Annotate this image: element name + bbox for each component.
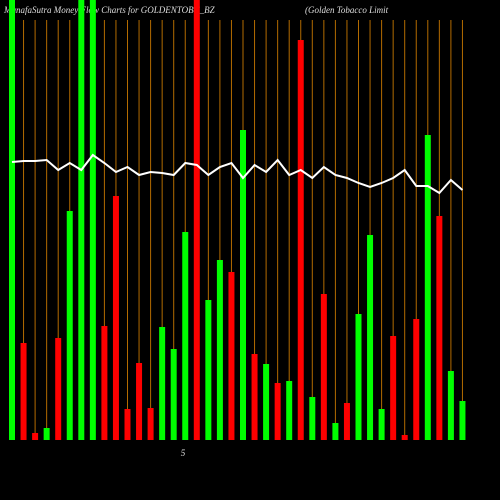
bar bbox=[147, 408, 154, 440]
bar bbox=[43, 428, 50, 440]
bar bbox=[136, 363, 143, 440]
bar bbox=[343, 403, 350, 440]
bar bbox=[263, 364, 270, 440]
axis-note: 5 bbox=[181, 448, 186, 458]
bar bbox=[413, 319, 420, 440]
bar bbox=[9, 0, 15, 440]
bar bbox=[320, 294, 327, 440]
bar bbox=[159, 327, 166, 440]
bar bbox=[251, 354, 258, 440]
bar bbox=[124, 409, 131, 440]
bar bbox=[459, 401, 466, 440]
bar bbox=[20, 343, 27, 440]
bar bbox=[355, 314, 362, 440]
bar bbox=[297, 40, 304, 440]
bar bbox=[112, 196, 119, 440]
bar bbox=[332, 423, 339, 440]
bar bbox=[205, 300, 212, 440]
chart-subtitle: (Golden Tobacco Limit bbox=[305, 5, 389, 15]
bar bbox=[436, 216, 443, 440]
bar bbox=[424, 135, 431, 440]
chart-title: MunafaSutra Money Flow Charts for GOLDEN… bbox=[3, 5, 216, 15]
bar bbox=[401, 435, 408, 440]
bar bbox=[55, 338, 62, 440]
bar bbox=[216, 260, 223, 440]
bar bbox=[286, 381, 293, 440]
bar bbox=[309, 397, 316, 440]
bar bbox=[240, 130, 246, 440]
bar bbox=[101, 326, 108, 440]
flow-line bbox=[11, 153, 464, 195]
bar bbox=[447, 371, 454, 440]
bar bbox=[89, 0, 96, 440]
bar bbox=[228, 272, 235, 440]
bar bbox=[32, 433, 39, 440]
bar bbox=[378, 409, 385, 440]
bar bbox=[367, 235, 374, 440]
bar bbox=[182, 232, 189, 440]
bar bbox=[274, 383, 281, 440]
bar bbox=[78, 0, 85, 440]
bar bbox=[170, 349, 177, 440]
bar bbox=[390, 336, 397, 440]
bar bbox=[193, 0, 200, 440]
bar bbox=[66, 211, 73, 440]
